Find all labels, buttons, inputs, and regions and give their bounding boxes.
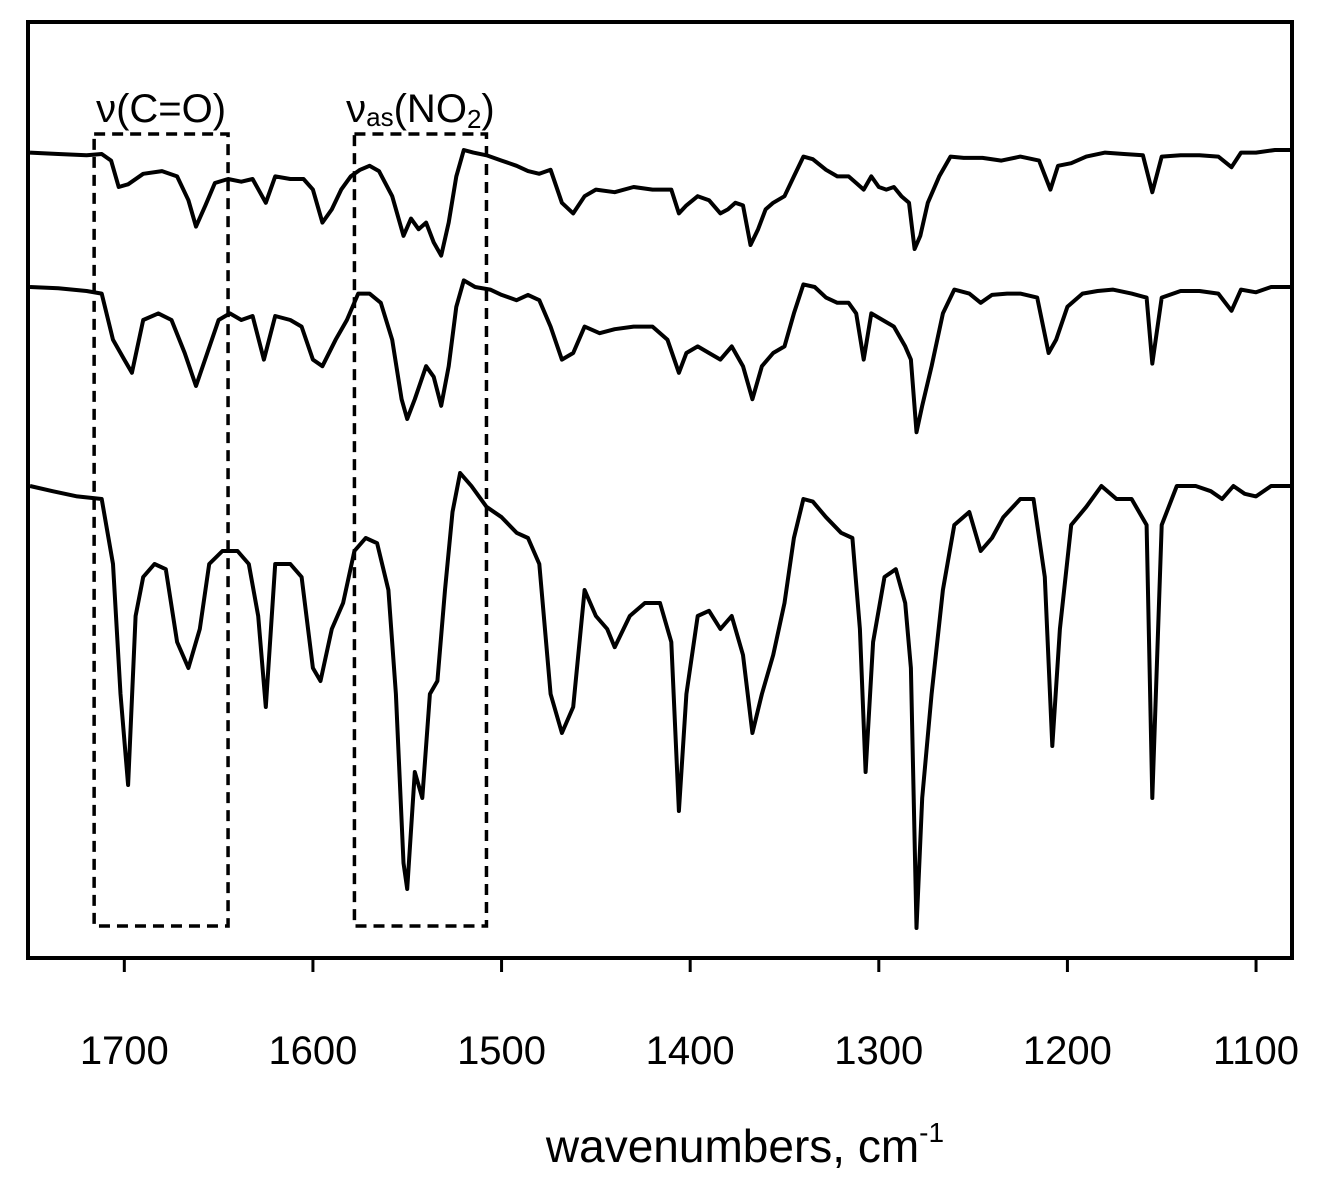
x-axis-label: wavenumbers, cm-1: [545, 1117, 944, 1172]
x-tick-label: 1200: [1023, 1029, 1112, 1073]
x-tick-label: 1700: [80, 1029, 169, 1073]
annotation-boxes: ν(C=O) νas(NO2): [92, 87, 495, 928]
spectrum-line-2: [29, 278, 1290, 435]
x-tick-label: 1400: [646, 1029, 735, 1073]
annotation-box-1: [92, 132, 230, 928]
x-tick-label: 1500: [457, 1029, 546, 1073]
spectrum-line-1: [29, 148, 1290, 258]
annotation-box-2: [352, 132, 489, 928]
x-tick-label: 1600: [268, 1029, 357, 1073]
plot-frame: [26, 20, 1294, 960]
annotation-label-2: νas(NO2): [346, 87, 495, 134]
x-tick-label: 1300: [834, 1029, 923, 1073]
spectra-series: [29, 148, 1290, 930]
annotation-label-1: ν(C=O): [96, 87, 226, 131]
x-axis-label-superscript: -1: [919, 1117, 944, 1148]
spectrum-line-3: [29, 471, 1290, 930]
x-tick-label: 1100: [1213, 1029, 1299, 1073]
x-axis-ticks: 1700 1600 1500 1400 1300 1200 1100: [80, 958, 1299, 1073]
